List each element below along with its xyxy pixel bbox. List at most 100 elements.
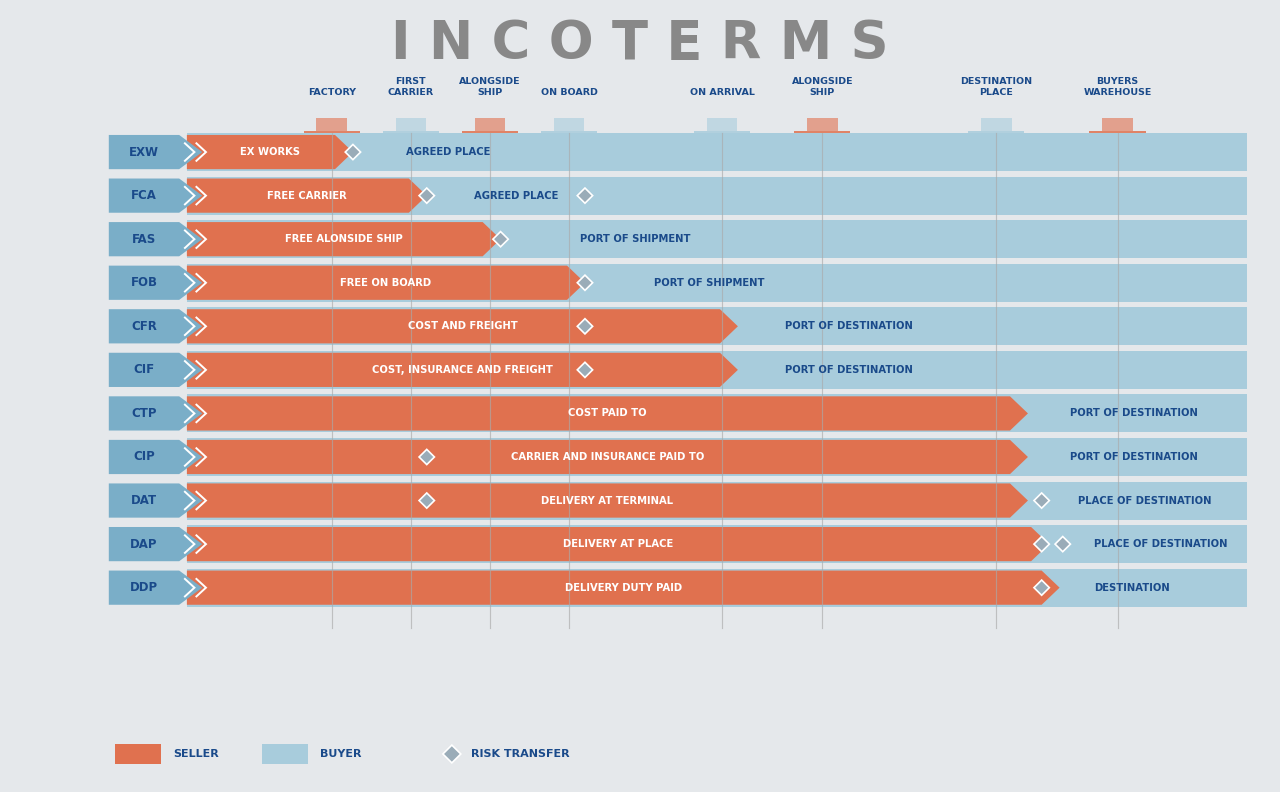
Polygon shape: [187, 352, 737, 387]
Text: DESTINATION: DESTINATION: [1094, 583, 1170, 592]
FancyBboxPatch shape: [396, 118, 426, 131]
Text: ALONGSIDE
SHIP: ALONGSIDE SHIP: [791, 78, 852, 97]
Polygon shape: [346, 144, 361, 160]
Text: COST, INSURANCE AND FREIGHT: COST, INSURANCE AND FREIGHT: [372, 365, 553, 375]
FancyBboxPatch shape: [262, 744, 308, 764]
Text: CARRIER AND INSURANCE PAID TO: CARRIER AND INSURANCE PAID TO: [511, 452, 704, 462]
FancyBboxPatch shape: [316, 118, 347, 131]
Polygon shape: [109, 527, 202, 562]
Polygon shape: [187, 309, 737, 344]
Text: PORT OF SHIPMENT: PORT OF SHIPMENT: [580, 234, 690, 244]
Polygon shape: [187, 570, 1060, 605]
FancyBboxPatch shape: [187, 264, 1247, 302]
Text: FIRST
CARRIER: FIRST CARRIER: [388, 78, 434, 97]
Text: ALONGSIDE
SHIP: ALONGSIDE SHIP: [460, 78, 521, 97]
Polygon shape: [1034, 493, 1050, 508]
FancyBboxPatch shape: [187, 133, 1247, 171]
Text: FACTORY: FACTORY: [307, 88, 356, 97]
FancyBboxPatch shape: [794, 131, 850, 164]
Text: PORT OF DESTINATION: PORT OF DESTINATION: [786, 365, 913, 375]
FancyBboxPatch shape: [187, 307, 1247, 345]
FancyBboxPatch shape: [541, 131, 598, 164]
Polygon shape: [577, 318, 593, 334]
FancyBboxPatch shape: [187, 394, 1247, 432]
Polygon shape: [443, 745, 461, 763]
Text: FCA: FCA: [131, 189, 157, 202]
Text: PLACE OF DESTINATION: PLACE OF DESTINATION: [1078, 496, 1211, 505]
Polygon shape: [493, 231, 508, 247]
Text: CIF: CIF: [133, 364, 155, 376]
Polygon shape: [109, 352, 202, 387]
Polygon shape: [109, 309, 202, 344]
Text: CTP: CTP: [132, 407, 156, 420]
Text: CFR: CFR: [131, 320, 157, 333]
Polygon shape: [577, 188, 593, 204]
FancyBboxPatch shape: [806, 118, 837, 131]
FancyBboxPatch shape: [980, 118, 1011, 131]
FancyBboxPatch shape: [187, 177, 1247, 215]
Text: EX WORKS: EX WORKS: [239, 147, 300, 157]
Polygon shape: [577, 362, 593, 378]
Polygon shape: [109, 440, 202, 474]
Text: DESTINATION
PLACE: DESTINATION PLACE: [960, 78, 1033, 97]
Polygon shape: [187, 135, 353, 169]
FancyBboxPatch shape: [187, 525, 1247, 563]
Text: COST PAID TO: COST PAID TO: [568, 409, 646, 418]
Polygon shape: [187, 396, 1028, 431]
Polygon shape: [109, 178, 202, 213]
Polygon shape: [109, 570, 202, 605]
Text: ON BOARD: ON BOARD: [540, 88, 598, 97]
Polygon shape: [187, 178, 426, 213]
Polygon shape: [187, 527, 1050, 562]
FancyBboxPatch shape: [707, 118, 737, 131]
Polygon shape: [419, 493, 434, 508]
Text: PORT OF DESTINATION: PORT OF DESTINATION: [1070, 452, 1198, 462]
Text: BUYERS
WAREHOUSE: BUYERS WAREHOUSE: [1083, 78, 1152, 97]
Text: RISK TRANSFER: RISK TRANSFER: [471, 749, 570, 759]
Text: DDP: DDP: [131, 581, 157, 594]
FancyBboxPatch shape: [187, 220, 1247, 258]
Text: AGREED PLACE: AGREED PLACE: [474, 191, 558, 200]
Polygon shape: [187, 222, 500, 257]
FancyBboxPatch shape: [554, 118, 585, 131]
Text: I N C O T E R M S: I N C O T E R M S: [392, 17, 888, 70]
Polygon shape: [109, 483, 202, 518]
Text: CIP: CIP: [133, 451, 155, 463]
FancyBboxPatch shape: [1089, 131, 1146, 164]
Text: PORT OF DESTINATION: PORT OF DESTINATION: [1070, 409, 1198, 418]
Text: PLACE OF DESTINATION: PLACE OF DESTINATION: [1094, 539, 1228, 549]
Polygon shape: [187, 265, 585, 300]
FancyBboxPatch shape: [1102, 118, 1133, 131]
FancyBboxPatch shape: [187, 482, 1247, 520]
Text: DELIVERY DUTY PAID: DELIVERY DUTY PAID: [564, 583, 682, 592]
FancyBboxPatch shape: [968, 131, 1024, 164]
FancyBboxPatch shape: [187, 351, 1247, 389]
Text: FREE CARRIER: FREE CARRIER: [268, 191, 347, 200]
FancyBboxPatch shape: [462, 131, 518, 164]
Text: DELIVERY AT PLACE: DELIVERY AT PLACE: [563, 539, 673, 549]
Polygon shape: [419, 188, 434, 204]
Text: EXW: EXW: [129, 146, 159, 158]
FancyBboxPatch shape: [383, 131, 439, 164]
Polygon shape: [109, 222, 202, 257]
Text: PORT OF DESTINATION: PORT OF DESTINATION: [786, 322, 913, 331]
FancyBboxPatch shape: [475, 118, 506, 131]
FancyBboxPatch shape: [303, 131, 360, 164]
Text: DELIVERY AT TERMINAL: DELIVERY AT TERMINAL: [541, 496, 673, 505]
Text: FREE ALONSIDE SHIP: FREE ALONSIDE SHIP: [285, 234, 403, 244]
Text: DAT: DAT: [131, 494, 157, 507]
FancyBboxPatch shape: [694, 131, 750, 164]
Text: BUYER: BUYER: [320, 749, 361, 759]
Text: COST AND FREIGHT: COST AND FREIGHT: [407, 322, 517, 331]
Polygon shape: [109, 396, 202, 431]
Polygon shape: [109, 265, 202, 300]
FancyBboxPatch shape: [187, 438, 1247, 476]
Text: FREE ON BOARD: FREE ON BOARD: [340, 278, 431, 287]
Text: AGREED PLACE: AGREED PLACE: [406, 147, 490, 157]
Polygon shape: [187, 440, 1028, 474]
Polygon shape: [1034, 536, 1050, 552]
Text: FAS: FAS: [132, 233, 156, 246]
FancyBboxPatch shape: [187, 569, 1247, 607]
Text: ON ARRIVAL: ON ARRIVAL: [690, 88, 754, 97]
Text: FOB: FOB: [131, 276, 157, 289]
